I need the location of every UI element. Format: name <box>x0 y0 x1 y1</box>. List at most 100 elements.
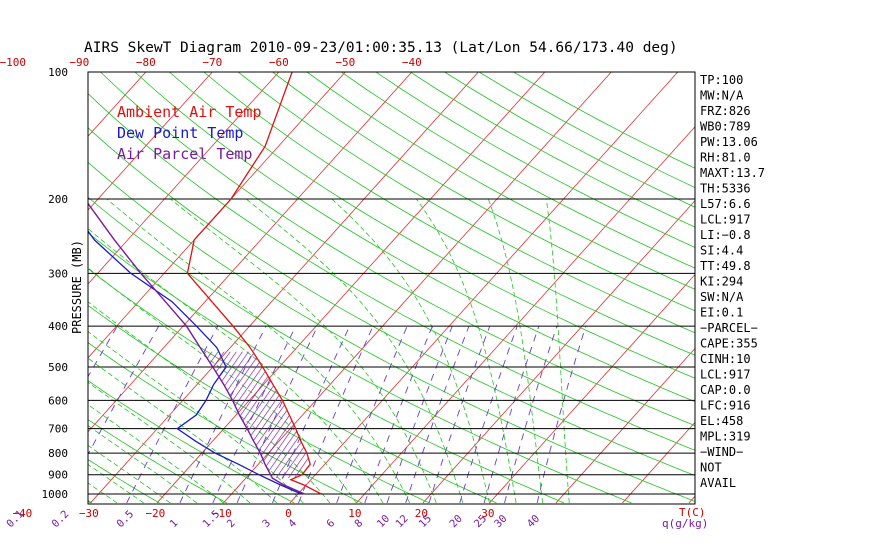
mixing-ratio-label: 30 <box>492 513 509 530</box>
stat-item: −PARCEL− <box>700 321 758 335</box>
stat-item: NOT <box>700 461 722 475</box>
dry-adiabat-line <box>169 72 695 379</box>
isotherm-line <box>555 347 695 504</box>
pressure-axis: 100 200 300 400 500 600 700 800 900 1000 <box>42 66 69 501</box>
mixing-ratio-line <box>386 325 453 504</box>
mixing-ratio-line <box>212 325 297 504</box>
mixing-ratio-line <box>536 325 587 504</box>
dry-adiabat-line <box>88 127 695 476</box>
bottom-temperature-tick-label: −30 <box>79 507 99 520</box>
isotherm-line <box>88 72 147 137</box>
dry-adiabat-line <box>272 72 695 312</box>
legend: Ambient Air Temp Dew Point Temp Air Parc… <box>117 103 262 163</box>
pressure-tick-label: 900 <box>48 469 68 482</box>
legend-dew-point-temp: Dew Point Temp <box>117 124 243 142</box>
moist-adiabat-line <box>88 404 224 504</box>
stat-item: L57:6.6 <box>700 197 751 211</box>
moist-adiabat-line <box>88 381 251 504</box>
isotherm-line <box>622 421 695 504</box>
stat-item: RH:81.0 <box>700 151 751 165</box>
stat-item: EI:0.1 <box>700 306 743 320</box>
moist-adiabat-line <box>487 198 544 503</box>
pressure-tick-label: 100 <box>48 66 68 79</box>
moist-adiabat-line <box>106 198 411 504</box>
isotherm-line <box>156 72 546 504</box>
pressure-tick-label: 800 <box>48 447 68 460</box>
moist-adiabat-line <box>88 357 277 504</box>
stat-item: LI:−0.8 <box>700 228 751 242</box>
mixing-ratio-line <box>126 325 219 504</box>
stat-item: CINH:10 <box>700 352 751 366</box>
mixing-ratio-line <box>504 325 558 504</box>
bottom-temperature-tick-label: 0 <box>285 507 292 520</box>
mixing-ratio-label: 3 <box>260 517 273 530</box>
dry-adiabat-line <box>88 93 695 451</box>
mixing-ratio-line <box>272 325 351 504</box>
dry-adiabat-line <box>88 232 565 504</box>
stat-item: AVAIL <box>700 476 736 490</box>
stat-item: TP:100 <box>700 73 743 87</box>
moist-adiabat-line <box>88 228 384 504</box>
pressure-tick-label: 500 <box>48 361 68 374</box>
plot-frame <box>87 71 696 505</box>
dry-adiabat-line <box>100 72 695 427</box>
mixing-ratio-label: 4 <box>286 517 299 530</box>
top-temperature-tick-label: −40 <box>402 56 422 69</box>
dry-adiabat-line <box>88 304 430 504</box>
moist-adiabat-line <box>331 198 490 504</box>
stat-item: SW:N/A <box>700 290 744 304</box>
mixing-ratio-line <box>459 325 518 504</box>
legend-air-parcel-temp: Air Parcel Temp <box>117 145 252 163</box>
isotherm-line <box>289 72 679 504</box>
isotherm-line <box>356 126 695 504</box>
top-temperature-tick-label: −50 <box>335 56 355 69</box>
y-axis-label: PRESSURE (MB) <box>70 240 84 334</box>
stat-item: MW:N/A <box>700 89 744 103</box>
x-axis-unit-label: T(C) <box>679 506 706 519</box>
pressure-tick-label: 1000 <box>42 488 69 501</box>
mixing-ratio-line <box>483 325 540 504</box>
mixing-ratio-label: 6 <box>324 517 337 530</box>
stat-item: MPL:319 <box>700 430 751 444</box>
stat-item: PW:13.06 <box>700 135 758 149</box>
dry-adiabat-line <box>88 196 632 504</box>
stat-item: LFC:916 <box>700 399 751 413</box>
stat-item: CAP:0.0 <box>700 383 751 397</box>
dry-adiabat-line <box>0 72 25 503</box>
bottom-temperature-tick-label: −40 <box>12 507 32 520</box>
stat-item: −WIND− <box>700 445 743 459</box>
dry-adiabat-line <box>134 72 695 403</box>
moist-adiabat-line <box>88 331 304 504</box>
pressure-tick-label: 300 <box>48 267 68 280</box>
moist-adiabat-line <box>88 425 198 504</box>
mixing-ratio-label: 40 <box>525 513 542 530</box>
mixing-ratio-line <box>428 325 491 504</box>
temperature-profile-line <box>186 72 322 495</box>
stat-item: CAPE:355 <box>700 337 758 351</box>
bottom-temperature-tick-label: −20 <box>145 507 165 520</box>
pressure-tick-label: 700 <box>48 423 68 436</box>
moist-adiabat-line <box>88 301 331 504</box>
isotherm-line <box>90 72 479 504</box>
cape-area-group <box>202 351 311 478</box>
bottom-temperature-tick-label: 30 <box>481 507 494 520</box>
mixing-ratio-line <box>405 325 470 504</box>
bottom-temperature-tick-label: −10 <box>212 507 232 520</box>
legend-ambient-air-temp: Ambient Air Temp <box>117 103 262 121</box>
pressure-tick-label: 400 <box>48 320 68 333</box>
isobar-lines <box>88 198 695 495</box>
dewpoint-profile-line <box>88 229 302 495</box>
top-temperature-axis: −120−110−100−90−80−70−60−50−40 <box>0 56 422 69</box>
top-temperature-tick-label: −90 <box>69 56 89 69</box>
cape-area <box>202 351 311 478</box>
pressure-tick-label: 200 <box>48 193 68 206</box>
dry-adiabat-line <box>341 72 695 269</box>
isotherm-line <box>88 72 213 211</box>
mixing-ratio-label: 1 <box>168 517 181 530</box>
moist-adiabat-line <box>545 198 570 503</box>
top-temperature-tick-label: −60 <box>269 56 289 69</box>
mixing-ratio-line <box>236 325 319 504</box>
isotherm-line <box>88 72 280 285</box>
